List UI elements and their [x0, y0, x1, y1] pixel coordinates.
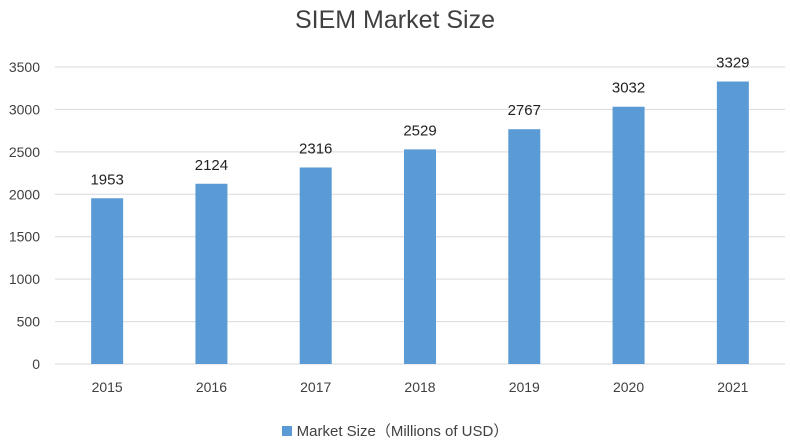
bar	[404, 149, 436, 364]
data-label: 3329	[716, 55, 749, 72]
data-label: 2124	[195, 157, 228, 174]
y-tick-label: 1500	[9, 229, 40, 245]
bar	[299, 167, 332, 364]
x-tick-label: 2021	[717, 379, 748, 395]
x-tick-label: 2015	[92, 379, 123, 395]
bar	[195, 183, 228, 364]
legend: Market Size（Millions of USD）	[0, 420, 790, 441]
x-tick-label: 2018	[404, 379, 435, 395]
bar	[612, 106, 645, 365]
legend-label: Market Size（Millions of USD）	[296, 423, 509, 440]
y-tick-label: 3500	[9, 59, 40, 75]
x-tick-label: 2019	[509, 379, 540, 395]
bar	[508, 129, 541, 364]
y-tick-label: 1000	[9, 271, 40, 287]
legend-swatch	[281, 426, 292, 437]
data-label: 3032	[612, 80, 645, 97]
chart-title: SIEM Market Size	[294, 6, 496, 34]
y-tick-label: 3000	[9, 101, 40, 117]
data-label: 2316	[299, 140, 332, 157]
data-label: 2529	[403, 122, 436, 139]
data-label: 1953	[90, 171, 123, 188]
x-tick-label: 2020	[613, 379, 644, 395]
x-tick-label: 2016	[196, 379, 227, 395]
y-tick-label: 2000	[9, 186, 40, 202]
bar	[91, 198, 124, 364]
y-tick-label: 2500	[9, 144, 40, 160]
data-label: 2767	[508, 102, 541, 119]
y-tick-label: 0	[32, 356, 40, 372]
bar	[716, 81, 749, 365]
x-tick-label: 2017	[300, 379, 331, 395]
y-tick-label: 500	[17, 314, 41, 330]
